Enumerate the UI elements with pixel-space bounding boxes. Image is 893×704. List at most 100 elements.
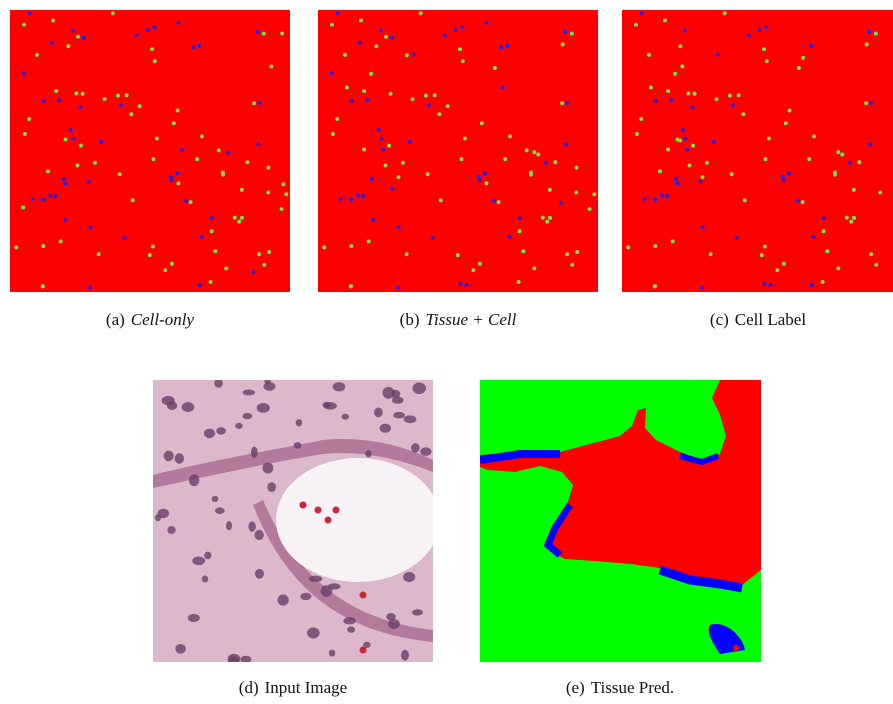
blue-cell-dot xyxy=(868,142,872,146)
green-cell-dot xyxy=(728,94,732,98)
green-cell-dot xyxy=(362,148,366,152)
green-cell-dot xyxy=(153,59,157,63)
green-cell-dot xyxy=(116,94,120,98)
blue-cell-dot xyxy=(350,99,354,103)
blue-cell-dot xyxy=(42,99,46,103)
caption: (e)Tissue Pred. xyxy=(470,678,770,698)
green-cell-dot xyxy=(649,86,653,90)
blue-cell-dot xyxy=(356,194,360,198)
green-cell-dot xyxy=(217,148,221,152)
green-cell-dot xyxy=(21,206,25,210)
caption-text: Input Image xyxy=(265,678,348,697)
caption-label: (b) xyxy=(400,310,420,329)
green-cell-dot xyxy=(767,137,771,141)
blue-cell-dot xyxy=(377,128,381,132)
green-cell-dot xyxy=(517,280,521,284)
green-cell-dot xyxy=(349,284,353,288)
green-cell-dot xyxy=(763,245,767,249)
green-cell-dot xyxy=(730,172,734,176)
nucleus xyxy=(412,609,423,615)
green-cell-dot xyxy=(852,216,856,220)
nucleus xyxy=(343,617,356,624)
green-cell-dot xyxy=(463,137,467,141)
green-cell-dot xyxy=(529,171,533,175)
nucleus xyxy=(324,402,337,410)
green-cell-dot xyxy=(93,161,97,165)
blue-cell-dot xyxy=(518,216,522,220)
green-cell-dot xyxy=(267,250,271,254)
blue-cell-dot xyxy=(336,11,340,15)
green-cell-dot xyxy=(79,144,83,148)
nucleus xyxy=(307,628,320,639)
nucleus xyxy=(380,424,391,433)
green-cell-dot xyxy=(35,53,39,57)
green-cell-dot xyxy=(74,92,78,96)
blue-cell-dot xyxy=(769,283,773,287)
nucleus xyxy=(255,569,264,579)
blue-cell-dot xyxy=(810,283,814,287)
blue-cell-dot xyxy=(699,180,703,184)
nucleus xyxy=(267,482,276,492)
green-cell-dot xyxy=(634,23,638,27)
nucleus xyxy=(251,447,258,458)
blue-cell-dot xyxy=(822,216,826,220)
green-cell-dot xyxy=(210,229,214,233)
green-cell-dot xyxy=(280,32,284,36)
blue-cell-dot xyxy=(701,225,705,229)
green-cell-dot xyxy=(741,112,745,116)
blue-cell-dot xyxy=(796,199,800,203)
nucleus xyxy=(175,644,186,654)
green-cell-dot xyxy=(678,44,682,48)
green-cell-dot xyxy=(262,32,266,36)
blue-cell-dot xyxy=(700,286,704,290)
blue-cell-dot xyxy=(810,44,814,48)
green-cell-dot xyxy=(635,132,639,136)
green-cell-dot xyxy=(833,171,837,175)
blue-cell-dot xyxy=(669,98,673,102)
green-cell-dot xyxy=(401,161,405,165)
green-cell-dot xyxy=(330,23,334,27)
green-cell-dot xyxy=(852,188,856,192)
green-cell-dot xyxy=(782,262,786,266)
blue-cell-dot xyxy=(690,105,694,109)
green-cell-dot xyxy=(666,89,670,93)
blue-cell-dot xyxy=(175,172,179,176)
caption: (c)Cell Label xyxy=(608,310,893,330)
nucleus xyxy=(411,443,420,453)
green-cell-dot xyxy=(343,53,347,57)
green-cell-dot xyxy=(480,121,484,125)
green-cell-dot xyxy=(14,245,18,249)
green-cell-dot xyxy=(764,157,768,161)
blue-cell-dot xyxy=(28,11,32,15)
green-cell-dot xyxy=(266,190,270,194)
caption-label: (a) xyxy=(106,310,125,329)
green-cell-dot xyxy=(374,44,378,48)
blue-cell-dot xyxy=(653,198,657,202)
green-cell-dot xyxy=(760,253,764,257)
nucleus xyxy=(175,453,184,463)
blue-cell-dot xyxy=(339,197,343,201)
nucleus xyxy=(412,383,426,395)
green-cell-dot xyxy=(426,172,430,176)
blue-cell-dot xyxy=(643,197,647,201)
green-cell-dot xyxy=(680,64,684,68)
blue-cell-dot xyxy=(198,44,202,48)
green-cell-dot xyxy=(345,86,349,90)
green-cell-dot xyxy=(170,262,174,266)
blue-cell-dot xyxy=(485,21,489,25)
red-cell xyxy=(325,517,332,524)
blue-cell-dot xyxy=(119,103,123,107)
green-cell-dot xyxy=(807,157,811,161)
blue-cell-dot xyxy=(380,137,384,141)
green-cell-dot xyxy=(676,138,680,142)
blue-cell-dot xyxy=(71,29,75,33)
blue-cell-dot xyxy=(408,140,412,144)
blue-cell-dot xyxy=(765,25,769,29)
green-cell-dot xyxy=(693,92,697,96)
blue-cell-dot xyxy=(390,187,394,191)
blue-cell-dot xyxy=(454,28,458,32)
green-cell-dot xyxy=(541,216,545,220)
blue-cell-dot xyxy=(50,41,54,45)
green-cell-dot xyxy=(653,284,657,288)
nucleus xyxy=(403,572,415,582)
